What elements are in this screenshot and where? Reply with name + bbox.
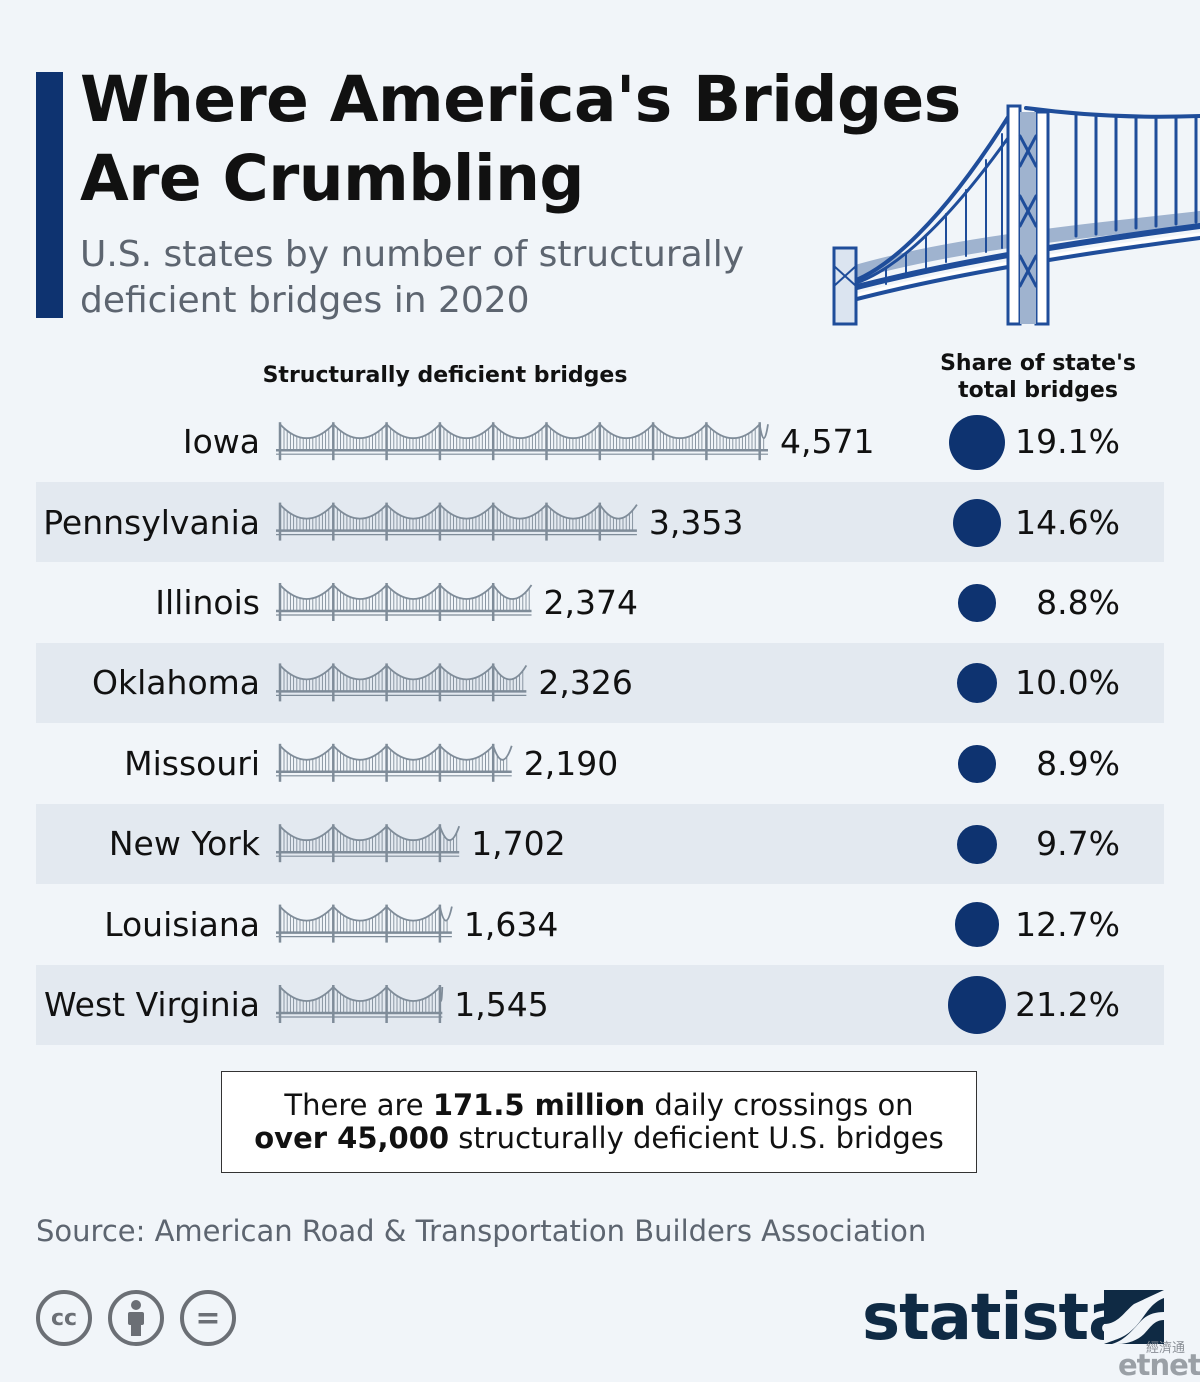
bar-value-label: 1,634: [463, 904, 559, 944]
equals-glyph: =: [195, 1300, 221, 1336]
state-label: West Virginia: [43, 985, 260, 1024]
cc-glyph: cc: [50, 1305, 78, 1331]
callout-box: There are 171.5 million daily crossings …: [221, 1071, 977, 1173]
share-bubble: [949, 414, 1005, 470]
bar-value-label: 1,545: [454, 985, 549, 1024]
title-accent-bar: [36, 72, 63, 318]
state-label: Iowa: [182, 422, 260, 462]
share-value-label: 19.1%: [1015, 422, 1120, 462]
share-bubble: [958, 745, 996, 783]
state-label: Pennsylvania: [43, 502, 260, 542]
callout-text: structurally deficient U.S. bridges: [458, 1121, 944, 1155]
share-value-label: 10.0%: [1015, 663, 1120, 703]
state-label: Illinois: [155, 583, 260, 622]
callout-text: There are: [284, 1088, 424, 1122]
share-value-label: 14.6%: [1015, 502, 1120, 542]
bar-value-label: 1,702: [471, 824, 566, 864]
bar-value-label: 4,571: [780, 422, 875, 462]
bridge-cable: [279, 825, 461, 842]
share-bubble: [952, 498, 1002, 547]
state-label: Oklahoma: [92, 663, 260, 703]
bridge-cable: [279, 423, 769, 440]
bar-value-label: 2,374: [543, 583, 638, 622]
bridges-column-header: Structurally deficient bridges: [262, 363, 628, 388]
statista-logo-icon: [1104, 1290, 1164, 1344]
state-label: Louisiana: [104, 904, 260, 944]
bridge-bar: [276, 743, 513, 782]
source-note: Source: American Road & Transportation B…: [36, 1214, 927, 1248]
state-label: Missouri: [124, 743, 260, 783]
pictogram-chart: [276, 422, 769, 1023]
bridge-bar: [276, 985, 444, 1023]
share-bubble: [954, 902, 1000, 948]
bridge-bar: [276, 663, 528, 702]
person-glyph: [128, 1300, 144, 1336]
bar-value-label: 2,326: [538, 663, 633, 703]
callout-highlight: over 45,000: [254, 1121, 450, 1155]
bridge-bar: [276, 502, 638, 541]
share-bubble: [957, 824, 997, 864]
no-derivatives-icon[interactable]: =: [180, 1290, 236, 1346]
bridge-cable: [279, 584, 533, 600]
bridge-cable: [279, 905, 453, 922]
share-value-label: 8.8%: [1036, 583, 1120, 622]
bridge-bar: [276, 583, 533, 621]
share-value-label: 21.2%: [1015, 985, 1120, 1024]
bridge-cable: [279, 664, 528, 681]
bridge-bar: [276, 824, 461, 863]
share-bubble: [958, 584, 996, 622]
callout-text: daily crossings on: [654, 1088, 914, 1122]
callout-line-1: There are 171.5 million daily crossings …: [284, 1089, 913, 1122]
etnet-watermark-cn: 經濟通: [1146, 1341, 1186, 1356]
etnet-watermark: etnet: [1118, 1348, 1200, 1382]
chart-subtitle: U.S. states by number of structurally de…: [80, 234, 744, 321]
callout-line-2: over 45,000 structurally deficient U.S. …: [254, 1122, 943, 1155]
share-value-label: 8.9%: [1036, 743, 1120, 783]
share-value-label: 9.7%: [1036, 824, 1120, 864]
callout-highlight: 171.5 million: [432, 1088, 646, 1122]
state-label: New York: [108, 824, 260, 864]
share-value-label: 12.7%: [1015, 904, 1120, 944]
statista-logo[interactable]: statista: [862, 1281, 1131, 1355]
bridge-cable: [279, 986, 444, 1002]
bridge-cable: [279, 503, 638, 520]
share-column-header: Share of state's total bridges: [940, 351, 1136, 403]
chart-title: Where America's Bridges Are Crumbling: [80, 63, 961, 215]
bridge-cable: [279, 745, 513, 761]
suspension-bridge-illustration: [832, 104, 1200, 326]
bar-value-label: 2,190: [523, 743, 619, 783]
share-bubble: [948, 976, 1006, 1034]
bridge-bar: [276, 904, 453, 943]
bridge-bar: [276, 422, 769, 461]
bar-value-label: 3,353: [648, 502, 744, 542]
attribution-icon[interactable]: [108, 1290, 164, 1346]
share-bubble: [957, 663, 997, 704]
cc-icon[interactable]: cc: [36, 1290, 92, 1346]
